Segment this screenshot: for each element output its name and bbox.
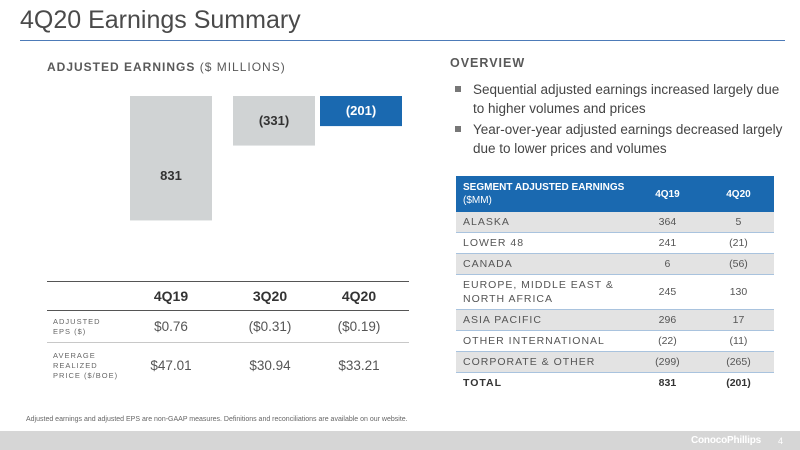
segment-4q19: (22) bbox=[631, 330, 703, 352]
segment-name: ASIA PACIFIC bbox=[456, 309, 632, 331]
segment-name: OTHER INTERNATIONAL bbox=[456, 330, 632, 352]
bullet-text: Year-over-year adjusted earnings decreas… bbox=[473, 122, 783, 156]
metrics-row-label-price: AVERAGE REALIZED PRICE ($/BOE) bbox=[53, 351, 119, 380]
data-label-4q19: 831 bbox=[160, 168, 182, 183]
metrics-top-rule bbox=[47, 281, 409, 282]
segment-earnings-table: SEGMENT ADJUSTED EARNINGS ($MM) 4Q19 4Q20… bbox=[456, 176, 774, 393]
segment-4q19: 6 bbox=[631, 253, 703, 275]
eps-3q20: ($0.31) bbox=[248, 319, 292, 334]
segment-name: LOWER 48 bbox=[456, 232, 632, 254]
chart-heading: ADJUSTED EARNINGS ($ MILLIONS) bbox=[47, 60, 286, 74]
metrics-col-4q19: 4Q19 bbox=[153, 288, 189, 304]
segment-4q19: 364 bbox=[631, 212, 703, 233]
segment-4q19: 245 bbox=[631, 274, 703, 310]
bullet-text: Sequential adjusted earnings increased l… bbox=[473, 82, 780, 116]
table-row: CORPORATE & OTHER (299) (265) bbox=[456, 351, 774, 373]
company-logo: ConocoPhillips bbox=[691, 435, 761, 446]
price-3q20: $30.94 bbox=[249, 358, 291, 373]
overview-bullet: Sequential adjusted earnings increased l… bbox=[452, 80, 792, 118]
segment-name: EUROPE, MIDDLE EAST & NORTH AFRICA bbox=[456, 274, 632, 310]
data-label-4q20: (201) bbox=[346, 103, 376, 118]
segment-4q20: 5 bbox=[702, 212, 774, 233]
segment-name: ALASKA bbox=[456, 212, 632, 233]
table-row: LOWER 48 241 (21) bbox=[456, 232, 774, 254]
segment-4q20: (11) bbox=[702, 330, 774, 352]
overview-bullets: Sequential adjusted earnings increased l… bbox=[452, 80, 792, 160]
table-row: ASIA PACIFIC 296 17 bbox=[456, 309, 774, 331]
bar-4q20 bbox=[320, 96, 402, 127]
page-title: 4Q20 Earnings Summary bbox=[20, 6, 301, 34]
overview-bullet: Year-over-year adjusted earnings decreas… bbox=[452, 120, 792, 158]
segment-4q20: (201) bbox=[726, 377, 751, 389]
segment-name: CANADA bbox=[456, 253, 632, 275]
segment-4q20: (265) bbox=[702, 351, 774, 373]
segment-table-header: SEGMENT ADJUSTED EARNINGS ($MM) 4Q19 4Q20 bbox=[456, 176, 774, 212]
chart-heading-unit: ($ MILLIONS) bbox=[195, 60, 286, 74]
footer-bar bbox=[0, 431, 800, 450]
segment-4q20: 17 bbox=[702, 309, 774, 331]
segment-header-unit: ($MM) bbox=[463, 195, 492, 206]
segment-header-4q19: 4Q19 bbox=[631, 176, 703, 212]
segment-4q19: 831 bbox=[658, 377, 677, 389]
table-row: ALASKA 364 5 bbox=[456, 212, 774, 233]
footnote: Adjusted earnings and adjusted EPS are n… bbox=[26, 416, 408, 423]
adjusted-earnings-chart: 831 (331) (201) bbox=[130, 96, 402, 221]
segment-4q19: (299) bbox=[631, 351, 703, 373]
segment-header-title: SEGMENT ADJUSTED EARNINGS ($MM) bbox=[456, 176, 632, 212]
price-4q20: $33.21 bbox=[338, 358, 380, 373]
chart-heading-bold: ADJUSTED EARNINGS bbox=[47, 60, 196, 74]
segment-4q20: (21) bbox=[702, 232, 774, 254]
table-row: EUROPE, MIDDLE EAST & NORTH AFRICA 245 130 bbox=[456, 274, 774, 310]
metrics-row-label-eps: ADJUSTED EPS ($) bbox=[53, 317, 101, 336]
metrics-header-rule bbox=[47, 310, 409, 311]
price-4q19: $47.01 bbox=[150, 358, 192, 373]
segment-4q19: 241 bbox=[631, 232, 703, 254]
page-number: 4 bbox=[778, 436, 784, 446]
segment-name: CORPORATE & OTHER bbox=[456, 351, 632, 373]
bullet-square-icon bbox=[455, 86, 461, 92]
metrics-col-3q20: 3Q20 bbox=[252, 288, 288, 304]
title-divider bbox=[20, 40, 785, 41]
metrics-col-4q20: 4Q20 bbox=[341, 288, 377, 304]
overview-heading: OVERVIEW bbox=[450, 56, 526, 70]
data-label-3q20: (331) bbox=[259, 113, 289, 128]
table-row-total: TOTAL 831 (201) bbox=[456, 373, 774, 394]
segment-4q19: 296 bbox=[631, 309, 703, 331]
eps-4q19: $0.76 bbox=[154, 319, 188, 334]
segment-header-4q20: 4Q20 bbox=[702, 176, 774, 212]
segment-name: TOTAL bbox=[463, 377, 503, 389]
eps-4q20: ($0.19) bbox=[337, 319, 381, 334]
bar-3q20 bbox=[233, 96, 315, 146]
metrics-row-rule bbox=[47, 342, 409, 343]
table-row: OTHER INTERNATIONAL (22) (11) bbox=[456, 330, 774, 352]
bar-4q19 bbox=[130, 96, 212, 221]
segment-4q20: 130 bbox=[702, 274, 774, 310]
segment-4q20: (56) bbox=[702, 253, 774, 275]
bullet-square-icon bbox=[455, 126, 461, 132]
segment-header-name: SEGMENT ADJUSTED EARNINGS bbox=[463, 182, 625, 193]
table-row: CANADA 6 (56) bbox=[456, 253, 774, 275]
